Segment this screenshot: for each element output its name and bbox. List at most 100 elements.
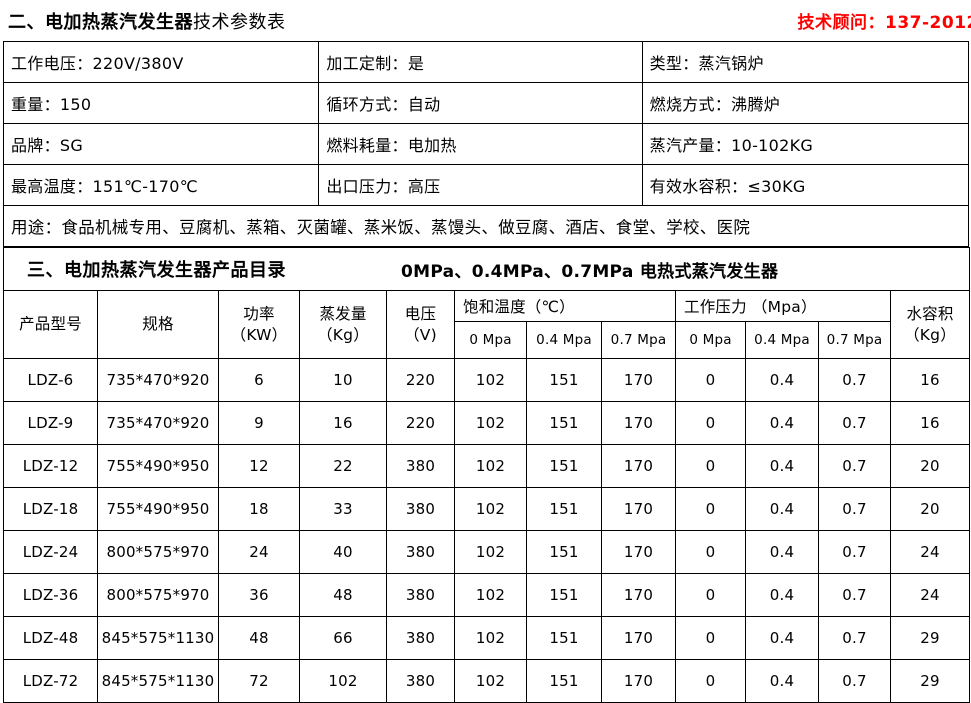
spec-cell-steam-output: 蒸汽产量：10-102KG — [642, 124, 968, 165]
section2-title: 二、电加热蒸汽发生器技术参数表 — [8, 8, 286, 34]
cell-press-0mpa: 0 — [676, 617, 746, 660]
cell-evaporation: 10 — [300, 359, 387, 402]
cell-spec: 800*575*970 — [98, 574, 219, 617]
section3-header-cell: 三、电加热蒸汽发生器产品目录 0MPa、0.4MPa、0.7MPa 电热式蒸汽发… — [4, 248, 970, 291]
table-row: LDZ-6 735*470*920 6 10 220 102 151 170 0… — [4, 359, 970, 402]
col-header-evaporation: 蒸发量 （Kg） — [300, 291, 387, 359]
cell-water-capacity: 16 — [891, 402, 970, 445]
table-row: LDZ-12 755*490*950 12 22 380 102 151 170… — [4, 445, 970, 488]
cell-water-capacity: 16 — [891, 359, 970, 402]
table-row: 工作电压：220V/380V 加工定制：是 类型：蒸汽锅炉 — [4, 42, 969, 83]
cell-spec: 735*470*920 — [98, 359, 219, 402]
cell-power: 48 — [219, 617, 300, 660]
spec-cell-fuel: 燃料耗量：电加热 — [319, 124, 642, 165]
table-row: LDZ-36 800*575*970 36 48 380 102 151 170… — [4, 574, 970, 617]
col-subheader-press-04mpa: 0.4 Mpa — [746, 322, 819, 359]
cell-press-04mpa: 0.4 — [746, 402, 819, 445]
spec-cell-voltage: 工作电压：220V/380V — [4, 42, 319, 83]
table-row: 重量：150 循环方式：自动 燃烧方式：沸腾炉 — [4, 83, 969, 124]
table-row: 品牌：SG 燃料耗量：电加热 蒸汽产量：10-102KG — [4, 124, 969, 165]
cell-spec: 845*575*1130 — [98, 617, 219, 660]
spec-cell-weight: 重量：150 — [4, 83, 319, 124]
cell-press-07mpa: 0.7 — [819, 488, 891, 531]
col-subheader-sat-04mpa: 0.4 Mpa — [527, 322, 602, 359]
cell-press-07mpa: 0.7 — [819, 531, 891, 574]
spec-table: 工作电压：220V/380V 加工定制：是 类型：蒸汽锅炉 重量：150 循环方… — [3, 41, 969, 247]
cell-evaporation: 22 — [300, 445, 387, 488]
cell-sat-04mpa: 151 — [527, 660, 602, 703]
spec-cell-brand: 品牌：SG — [4, 124, 319, 165]
cell-evaporation: 40 — [300, 531, 387, 574]
cell-model: LDZ-24 — [4, 531, 98, 574]
cell-evaporation: 33 — [300, 488, 387, 531]
section3-header-row: 三、电加热蒸汽发生器产品目录 0MPa、0.4MPa、0.7MPa 电热式蒸汽发… — [4, 248, 970, 291]
col-subheader-press-0mpa: 0 Mpa — [676, 322, 746, 359]
cell-press-04mpa: 0.4 — [746, 488, 819, 531]
spec-cell-water-volume: 有效水容积：≤30KG — [642, 165, 968, 206]
cell-voltage: 220 — [387, 402, 455, 445]
cell-water-capacity: 29 — [891, 660, 970, 703]
cell-sat-07mpa: 170 — [602, 660, 676, 703]
cell-sat-04mpa: 151 — [527, 617, 602, 660]
cell-spec: 755*490*950 — [98, 445, 219, 488]
catalog-table-body: 三、电加热蒸汽发生器产品目录 0MPa、0.4MPa、0.7MPa 电热式蒸汽发… — [4, 248, 970, 703]
cell-press-07mpa: 0.7 — [819, 402, 891, 445]
col-header-voltage-line2: （V) — [388, 325, 453, 345]
cell-press-0mpa: 0 — [676, 531, 746, 574]
cell-sat-07mpa: 170 — [602, 574, 676, 617]
table-row: LDZ-9 735*470*920 9 16 220 102 151 170 0… — [4, 402, 970, 445]
cell-sat-04mpa: 151 — [527, 488, 602, 531]
cell-press-04mpa: 0.4 — [746, 660, 819, 703]
col-header-voltage-line1: 电压 — [388, 304, 453, 324]
cell-sat-0mpa: 102 — [455, 359, 527, 402]
table-row: LDZ-72 845*575*1130 72 102 380 102 151 1… — [4, 660, 970, 703]
col-header-evaporation-line2: （Kg） — [301, 325, 385, 345]
cell-model: LDZ-18 — [4, 488, 98, 531]
cell-sat-04mpa: 151 — [527, 574, 602, 617]
section3-title: 三、电加热蒸汽发生器产品目录 — [27, 256, 286, 282]
col-header-water-capacity-line1: 水容积 — [892, 304, 968, 324]
cell-voltage: 380 — [387, 660, 455, 703]
col-header-power: 功率 （KW） — [219, 291, 300, 359]
cell-press-04mpa: 0.4 — [746, 531, 819, 574]
cell-water-capacity: 24 — [891, 531, 970, 574]
cell-power: 9 — [219, 402, 300, 445]
spec-cell-combustion: 燃烧方式：沸腾炉 — [642, 83, 968, 124]
cell-sat-07mpa: 170 — [602, 359, 676, 402]
spec-cell-custom: 加工定制：是 — [319, 42, 642, 83]
cell-power: 36 — [219, 574, 300, 617]
section2-title-normal: 技术参数表 — [193, 12, 286, 33]
section2-title-bold: 二、电加热蒸汽发生器 — [8, 12, 193, 33]
cell-press-0mpa: 0 — [676, 445, 746, 488]
cell-sat-07mpa: 170 — [602, 402, 676, 445]
cell-spec: 845*575*1130 — [98, 660, 219, 703]
cell-power: 18 — [219, 488, 300, 531]
cell-sat-0mpa: 102 — [455, 574, 527, 617]
cell-water-capacity: 20 — [891, 445, 970, 488]
cell-sat-0mpa: 102 — [455, 488, 527, 531]
cell-press-07mpa: 0.7 — [819, 660, 891, 703]
col-subheader-press-07mpa: 0.7 Mpa — [819, 322, 891, 359]
cell-model: LDZ-9 — [4, 402, 98, 445]
cell-power: 72 — [219, 660, 300, 703]
col-header-power-line2: （KW） — [220, 325, 298, 345]
cell-model: LDZ-72 — [4, 660, 98, 703]
cell-press-04mpa: 0.4 — [746, 617, 819, 660]
spec-cell-usage: 用途：食品机械专用、豆腐机、蒸箱、灭菌罐、蒸米饭、蒸馒头、做豆腐、酒店、食堂、学… — [4, 206, 969, 247]
spec-cell-circulation: 循环方式：自动 — [319, 83, 642, 124]
cell-press-0mpa: 0 — [676, 574, 746, 617]
cell-voltage: 380 — [387, 617, 455, 660]
col-header-evaporation-line1: 蒸发量 — [301, 304, 385, 324]
col-header-saturation-temperature-group: 饱和温度（℃） — [455, 291, 676, 322]
col-header-water-capacity-line2: （Kg） — [892, 325, 968, 345]
cell-evaporation: 16 — [300, 402, 387, 445]
cell-press-07mpa: 0.7 — [819, 445, 891, 488]
cell-spec: 800*575*970 — [98, 531, 219, 574]
catalog-table: 三、电加热蒸汽发生器产品目录 0MPa、0.4MPa、0.7MPa 电热式蒸汽发… — [3, 247, 970, 703]
cell-sat-0mpa: 102 — [455, 445, 527, 488]
cell-press-07mpa: 0.7 — [819, 359, 891, 402]
cell-press-0mpa: 0 — [676, 359, 746, 402]
cell-evaporation: 66 — [300, 617, 387, 660]
col-subheader-sat-07mpa: 0.7 Mpa — [602, 322, 676, 359]
col-subheader-sat-0mpa: 0 Mpa — [455, 322, 527, 359]
